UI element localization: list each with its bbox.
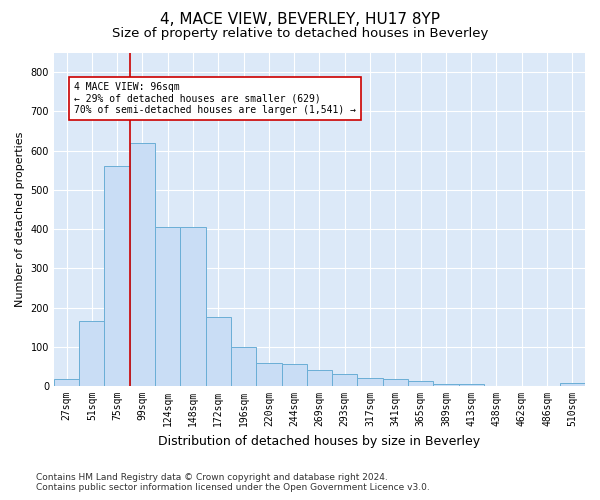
- Bar: [560, 383, 585, 386]
- Bar: [358, 378, 383, 386]
- Bar: [181, 227, 206, 386]
- Bar: [458, 384, 484, 386]
- Bar: [54, 379, 79, 386]
- Bar: [231, 347, 256, 386]
- Bar: [104, 166, 130, 386]
- Text: 4 MACE VIEW: 96sqm
← 29% of detached houses are smaller (629)
70% of semi-detach: 4 MACE VIEW: 96sqm ← 29% of detached hou…: [74, 82, 356, 115]
- Bar: [433, 384, 458, 386]
- Bar: [383, 379, 408, 386]
- Text: Size of property relative to detached houses in Beverley: Size of property relative to detached ho…: [112, 28, 488, 40]
- Bar: [130, 143, 155, 386]
- Bar: [256, 362, 281, 386]
- Bar: [79, 322, 104, 386]
- Bar: [332, 374, 358, 386]
- X-axis label: Distribution of detached houses by size in Beverley: Distribution of detached houses by size …: [158, 434, 481, 448]
- Bar: [307, 370, 332, 386]
- Y-axis label: Number of detached properties: Number of detached properties: [15, 132, 25, 307]
- Text: 4, MACE VIEW, BEVERLEY, HU17 8YP: 4, MACE VIEW, BEVERLEY, HU17 8YP: [160, 12, 440, 28]
- Bar: [206, 318, 231, 386]
- Bar: [281, 364, 307, 386]
- Text: Contains HM Land Registry data © Crown copyright and database right 2024.
Contai: Contains HM Land Registry data © Crown c…: [36, 473, 430, 492]
- Bar: [155, 227, 181, 386]
- Bar: [408, 380, 433, 386]
